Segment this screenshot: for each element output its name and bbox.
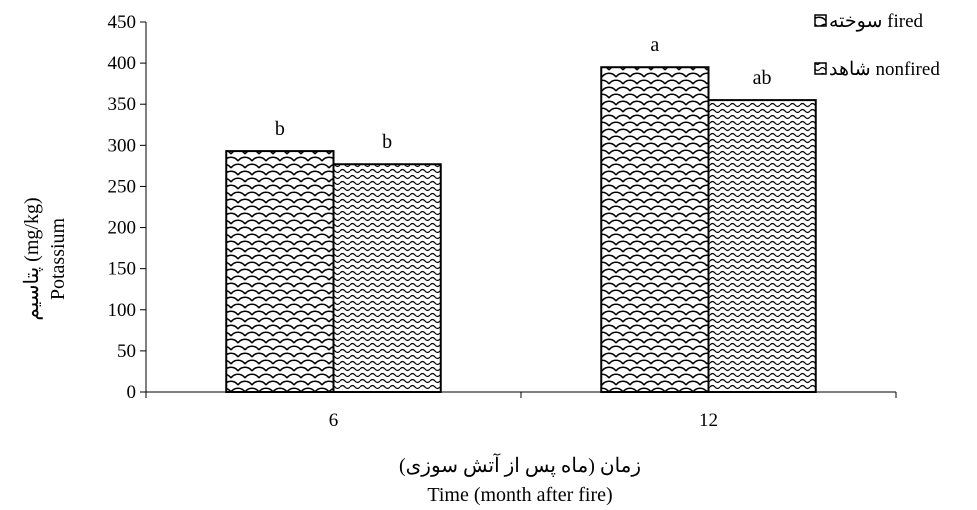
- x-axis: 6 12: [145, 391, 897, 431]
- y-axis: 0 50 100 150 200 250 300 350 400 450: [108, 12, 147, 403]
- legend-item-fired: سوخته fired: [814, 11, 924, 32]
- legend-item-nonfired: شاهد nonfired: [814, 59, 940, 80]
- bars: [225, 66, 817, 393]
- legend-label-nonfired: شاهد nonfired: [829, 59, 940, 80]
- legend: سوخته fired شاهد nonfired: [814, 11, 940, 80]
- data-label: ab: [753, 67, 772, 89]
- bar-fired-12: [600, 66, 710, 393]
- legend-label-fired: سوخته fired: [829, 11, 924, 32]
- data-label: b: [382, 131, 392, 153]
- legend-swatch-nonfired: [814, 62, 827, 75]
- y-tick-label: 0: [127, 382, 137, 403]
- bar-nonfired-12: [707, 99, 817, 393]
- y-tick-label: 250: [108, 176, 137, 197]
- x-axis-title-english: Time (month after fire): [427, 484, 612, 506]
- y-axis-title-persian: پتاسیم (mg/kg): [21, 197, 43, 320]
- x-tick-label: 6: [329, 410, 339, 431]
- y-tick-label: 50: [117, 341, 136, 362]
- x-axis-title-persian: زمان (ماه پس از آتش سوزی): [399, 453, 641, 477]
- data-labels: b b a ab: [275, 34, 772, 153]
- y-tick-label: 100: [108, 300, 137, 321]
- y-tick-label: 350: [108, 94, 137, 115]
- y-axis-title-english: Potassium: [47, 217, 69, 300]
- legend-swatch-fired: [814, 14, 827, 27]
- y-tick-label: 150: [108, 259, 137, 280]
- x-tick-label: 12: [699, 410, 718, 431]
- y-tick-label: 200: [108, 218, 137, 239]
- data-label: b: [275, 118, 285, 140]
- y-tick-label: 450: [108, 12, 137, 33]
- y-tick-label: 300: [108, 135, 137, 156]
- bar-nonfired-6: [332, 163, 442, 393]
- y-tick-label: 400: [108, 53, 137, 74]
- data-label: a: [650, 34, 659, 56]
- bar-fired-6: [225, 150, 335, 393]
